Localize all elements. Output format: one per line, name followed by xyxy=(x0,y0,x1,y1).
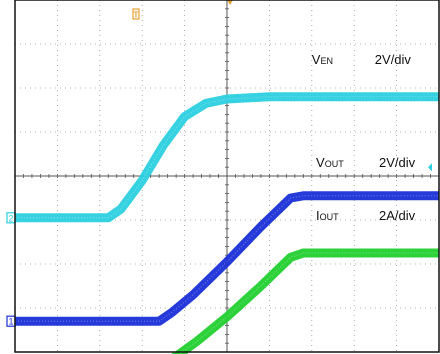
plot-frame xyxy=(14,0,440,353)
ven-label-sub: EN xyxy=(320,56,333,66)
iout-label-main: I xyxy=(316,208,320,223)
trigger-position-marker xyxy=(132,8,140,20)
iout-label: IOUT xyxy=(316,208,339,223)
vout-label: VOUT xyxy=(316,155,344,170)
vout-trace-noise xyxy=(15,195,439,322)
trigger-position-label: T xyxy=(134,11,139,20)
ven-trace xyxy=(15,92,439,223)
iout-trace xyxy=(170,248,439,354)
ven-scale: 2V/div xyxy=(375,52,412,67)
level-marker-icon xyxy=(428,163,432,172)
ven-label: VEN xyxy=(312,52,333,67)
iout-scale: 2A/div xyxy=(379,208,416,223)
ven-label-main: V xyxy=(312,52,321,67)
ven-channel-number: 2 xyxy=(8,213,13,223)
vout-label-sub: OUT xyxy=(325,159,345,169)
vout-trace xyxy=(15,191,439,326)
vout-channel-number: 1 xyxy=(8,317,13,327)
iout-label-sub: OUT xyxy=(320,212,340,222)
vout-scale: 2V/div xyxy=(379,155,416,170)
trigger-center-marker-icon xyxy=(227,0,233,5)
waveform-traces xyxy=(15,92,439,354)
vout-label-main: V xyxy=(316,155,325,170)
